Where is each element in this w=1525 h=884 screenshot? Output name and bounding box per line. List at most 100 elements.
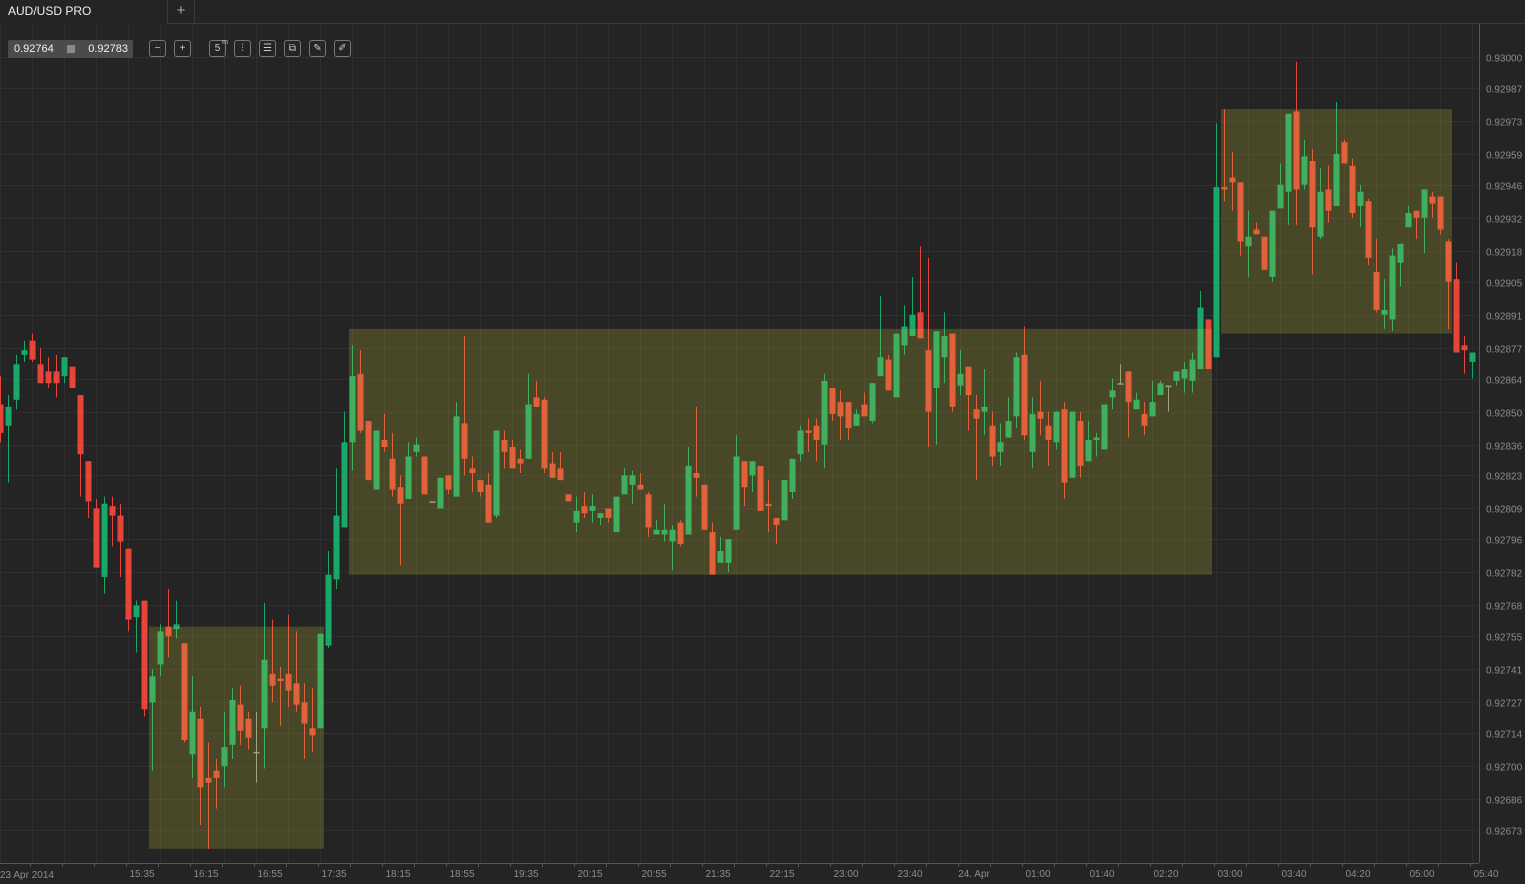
candle-down <box>109 506 116 516</box>
candle-up <box>1269 210 1276 277</box>
candle-down <box>1453 279 1460 353</box>
candle-down <box>93 508 100 568</box>
zoom-out-icon: − <box>154 43 161 54</box>
x-tick-label: 02:20 <box>1153 869 1178 880</box>
candle-up <box>717 551 724 563</box>
candle-down <box>381 439 388 448</box>
candle-up <box>1405 213 1412 228</box>
candle-up <box>437 477 444 509</box>
y-tick-label: 0.92905 <box>1486 279 1523 290</box>
candle-up <box>957 373 964 386</box>
candle-down <box>1221 187 1228 190</box>
add-tab-button[interactable]: + <box>168 0 195 24</box>
candle-down <box>861 404 868 417</box>
copy-button[interactable]: ⧉ <box>284 40 301 57</box>
draw-button[interactable]: ✐ <box>334 40 351 57</box>
x-tick-label: 03:40 <box>1281 869 1306 880</box>
candle-doji <box>253 751 260 754</box>
candle-down <box>53 371 60 384</box>
candle-down <box>989 425 996 457</box>
candle-down <box>197 718 204 788</box>
candle-down <box>237 704 244 731</box>
candle-up <box>653 529 660 535</box>
candle-down <box>845 402 852 429</box>
draw-icon: ✐ <box>338 43 347 54</box>
candle-up <box>189 711 196 755</box>
period-icon: 5 <box>214 43 221 54</box>
candle-down <box>1253 229 1260 235</box>
candle-down <box>0 404 4 433</box>
tab-bar-divider <box>195 23 1525 24</box>
candle-up <box>405 456 412 500</box>
zoom-in-button[interactable]: + <box>174 40 191 57</box>
candle-down <box>581 506 588 514</box>
candle-down <box>1365 201 1372 258</box>
candle-down <box>293 683 300 705</box>
candle-down <box>605 508 612 518</box>
candle-down <box>421 456 428 495</box>
range-zone[interactable] <box>349 328 1212 575</box>
y-tick-label: 0.92877 <box>1486 345 1523 356</box>
candle-up <box>933 331 940 388</box>
x-tick-label: 18:15 <box>385 869 410 880</box>
tab-label: AUD/USD PRO <box>8 4 92 18</box>
candle-up <box>149 676 156 703</box>
candle-up <box>1149 402 1156 417</box>
candles-button[interactable]: ⫶ <box>234 40 251 57</box>
candle-down <box>837 402 844 417</box>
candle-down <box>829 387 836 414</box>
candle-up <box>1189 359 1196 381</box>
candle-up <box>1093 437 1100 440</box>
x-tick-label: 05:00 <box>1409 869 1434 880</box>
x-tick-label: 04:20 <box>1345 869 1370 880</box>
range-zone[interactable] <box>149 626 324 849</box>
x-tick-label: 20:15 <box>577 869 602 880</box>
y-tick-label: 0.92741 <box>1486 666 1523 677</box>
candle-up <box>733 456 740 530</box>
candle-up <box>613 496 620 533</box>
candle-up <box>1133 399 1140 410</box>
y-tick-label: 0.92755 <box>1486 633 1523 644</box>
candle-up <box>1197 307 1204 370</box>
candle-down <box>365 421 372 481</box>
tab-aud-usd-pro[interactable]: AUD/USD PRO <box>0 0 168 24</box>
candle-up <box>157 631 164 665</box>
candle-down <box>445 475 452 490</box>
candle-down <box>637 484 644 490</box>
y-tick-label: 0.92891 <box>1486 312 1523 323</box>
x-tick-label: 17:35 <box>321 869 346 880</box>
y-tick-label: 0.92932 <box>1486 215 1523 226</box>
candle-up <box>981 406 988 412</box>
candle-down <box>469 468 476 474</box>
candle-up <box>349 376 356 443</box>
x-tick-label: 19:35 <box>513 869 538 880</box>
plus-icon: + <box>176 2 186 19</box>
range-zone[interactable] <box>1221 109 1452 334</box>
candle-up <box>877 357 884 377</box>
candle-down <box>181 643 188 741</box>
candle-down <box>461 423 468 459</box>
zoom-in-icon: + <box>179 43 186 54</box>
bid-ask-box[interactable]: 0.92764 0.92783 <box>8 40 133 58</box>
candle-up <box>13 364 20 400</box>
indicators-button[interactable]: ☰ <box>259 40 276 57</box>
candle-up <box>413 444 420 452</box>
edit-icon: ✎ <box>313 43 322 54</box>
candle-up <box>317 633 324 729</box>
candle-down <box>1349 165 1356 214</box>
zoom-out-button[interactable]: − <box>149 40 166 57</box>
candle-up <box>1181 369 1188 379</box>
candle-up <box>869 383 876 422</box>
candle-up <box>629 475 636 485</box>
candle-down <box>973 409 980 419</box>
y-tick-label: 0.92782 <box>1486 569 1523 580</box>
y-tick-label: 0.92673 <box>1486 827 1523 838</box>
x-tick-label: 15:35 <box>129 869 154 880</box>
candle-up <box>821 380 828 445</box>
candle-down <box>549 463 556 478</box>
y-tick-label: 0.92918 <box>1486 248 1523 259</box>
candle-down <box>1021 354 1028 436</box>
edit-button[interactable]: ✎ <box>309 40 326 57</box>
